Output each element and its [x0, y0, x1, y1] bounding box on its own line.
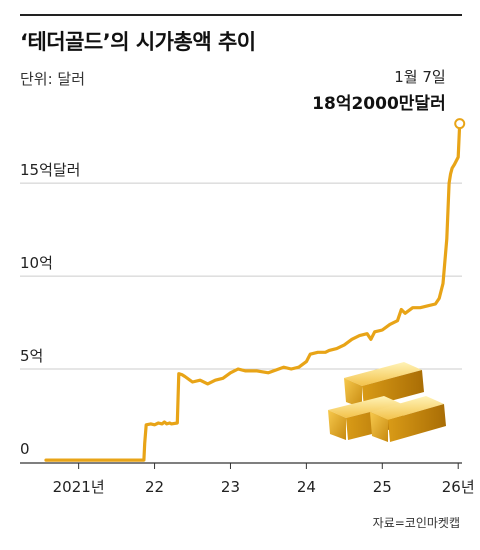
annotation-date: 1월 7일 [394, 68, 445, 86]
x-tick-label: 24 [297, 478, 316, 496]
x-tick-label: 26년 [442, 478, 475, 496]
series-line [44, 122, 462, 462]
y-tick-label: 10억 [20, 254, 53, 272]
gold-bars-icon [328, 362, 446, 442]
x-tick-label: 2021년 [53, 478, 105, 496]
y-tick-label: 15억달러 [20, 161, 81, 179]
end-point-marker [454, 118, 466, 130]
x-tick-label: 25 [373, 478, 392, 496]
chart-title: ‘테더골드’의 시가총액 추이 [20, 30, 256, 54]
unit-label: 단위: 달러 [20, 70, 86, 88]
y-tick-label: 5억 [20, 347, 43, 365]
x-tick-label: 23 [221, 478, 240, 496]
source-note: 자료=코인마켓캡 [372, 516, 460, 530]
top-rule [20, 14, 462, 16]
annotation-value: 18억2000만달러 [312, 93, 446, 114]
x-tick-label: 22 [145, 478, 164, 496]
y-tick-label: 0 [20, 440, 30, 458]
gold-bar-right [370, 396, 446, 442]
